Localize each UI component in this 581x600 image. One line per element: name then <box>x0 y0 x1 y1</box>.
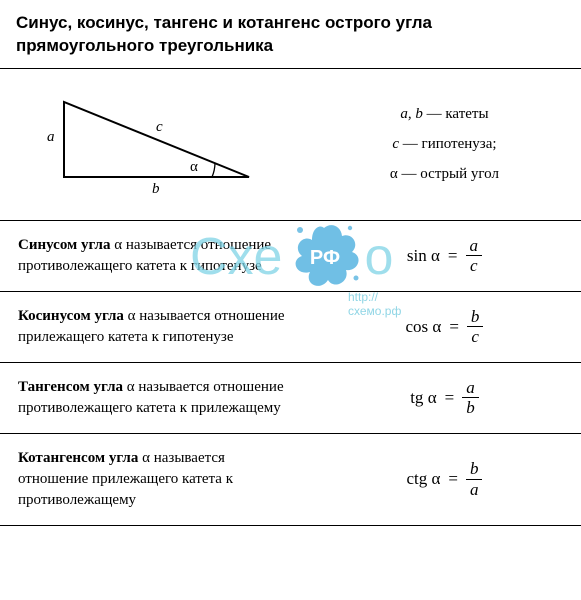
term-var: α <box>127 379 135 395</box>
legend-text: — острый угол <box>398 166 499 182</box>
term: Котангенсом угла <box>18 450 138 466</box>
legend-text: — гипотенуза; <box>399 136 497 152</box>
fn-name: tg <box>410 388 423 407</box>
definitions-table: a b c α a, b — катеты c — гипотенуза; α … <box>0 68 581 526</box>
triangle-diagram: a b c α <box>44 87 264 202</box>
table-row: a b c α a, b — катеты c — гипотенуза; α … <box>0 68 581 220</box>
formula-cell: tg α = a b <box>308 362 581 433</box>
definition-cell: Синусом угла α называется отношение прот… <box>0 220 308 291</box>
term: Синусом угла <box>18 237 110 253</box>
legend-line: c — гипотенуза; <box>326 129 563 159</box>
denominator: c <box>466 255 482 275</box>
triangle-label-c: c <box>156 119 163 136</box>
definition-cell: Косинусом угла α называется отношение пр… <box>0 291 308 362</box>
term-var: α <box>114 237 122 253</box>
term-var: α <box>128 308 136 324</box>
denominator: c <box>467 326 483 346</box>
formula: tg α = a b <box>410 379 479 418</box>
term-var: α <box>142 450 150 466</box>
fn-name: cos <box>405 317 428 336</box>
table-row: Косинусом угла α называется отношение пр… <box>0 291 581 362</box>
fn-arg: α <box>431 246 440 265</box>
fn-name: sin <box>407 246 427 265</box>
fraction: b c <box>467 308 484 347</box>
fraction: b a <box>466 460 483 499</box>
triangle-cell: a b c α <box>0 68 308 220</box>
table-row: Котангенсом угла α называется отношение … <box>0 433 581 525</box>
fn-arg: α <box>431 469 440 488</box>
term: Тангенсом угла <box>18 379 123 395</box>
numerator: a <box>462 379 479 398</box>
fraction: a b <box>462 379 479 418</box>
formula: ctg α = b a <box>406 460 482 499</box>
page-title: Синус, косинус, тангенс и котангенс остр… <box>0 0 581 68</box>
fraction: a c <box>466 237 483 276</box>
formula-cell: cos α = b c <box>308 291 581 362</box>
triangle-label-b: b <box>152 181 160 198</box>
legend-line: α — острый угол <box>326 159 563 189</box>
numerator: a <box>466 237 483 256</box>
formula-cell: sin α = a c <box>308 220 581 291</box>
triangle-label-alpha: α <box>190 159 198 176</box>
legend-var: a, b <box>400 106 423 122</box>
definition-cell: Тангенсом угла α называется отношение пр… <box>0 362 308 433</box>
legend-var: α <box>390 166 398 182</box>
denominator: a <box>466 479 483 499</box>
numerator: b <box>466 460 483 479</box>
fn-arg: α <box>432 317 441 336</box>
legend-cell: a, b — катеты c — гипотенуза; α — острый… <box>308 68 581 220</box>
legend-line: a, b — катеты <box>326 99 563 129</box>
formula: sin α = a c <box>407 237 482 276</box>
triangle-label-a: a <box>47 129 55 146</box>
fn-name: ctg <box>406 469 427 488</box>
table-row: Тангенсом угла α называется отношение пр… <box>0 362 581 433</box>
formula: cos α = b c <box>405 308 483 347</box>
definition-cell: Котангенсом угла α называется отношение … <box>0 433 308 525</box>
numerator: b <box>467 308 484 327</box>
term: Косинусом угла <box>18 308 124 324</box>
legend-text: — катеты <box>423 106 489 122</box>
formula-cell: ctg α = b a <box>308 433 581 525</box>
table-row: Синусом угла α называется отношение прот… <box>0 220 581 291</box>
denominator: b <box>462 397 479 417</box>
fn-arg: α <box>428 388 437 407</box>
